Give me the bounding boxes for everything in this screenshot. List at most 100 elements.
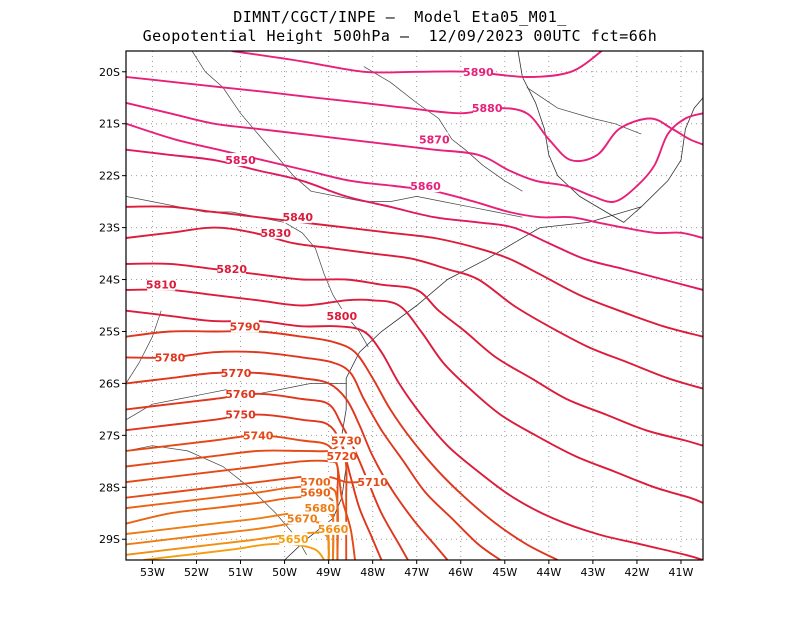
contour-label-5830: 5830 xyxy=(260,227,291,240)
contour-5710 xyxy=(126,475,360,499)
contour-label-bg xyxy=(319,521,348,535)
contour-label-bg xyxy=(226,407,255,421)
lat-tick-label: 28S xyxy=(99,481,120,494)
coastlines-and-borders xyxy=(126,51,703,560)
lat-lon-grid xyxy=(126,51,703,560)
contour-5730 xyxy=(126,444,348,560)
map-frame xyxy=(125,50,704,561)
contour-label-5730: 5730 xyxy=(331,435,362,448)
contour-label-bg xyxy=(279,532,308,546)
contour-label-5820: 5820 xyxy=(216,263,247,276)
contour-label-5750: 5750 xyxy=(225,409,256,422)
contour-label-bg xyxy=(301,485,330,499)
lat-tick-label: 24S xyxy=(99,274,120,287)
contour-label-5790: 5790 xyxy=(230,320,261,333)
contour-label-bg xyxy=(288,511,317,525)
contour-label-bg xyxy=(217,262,246,276)
lat-tick-label: 25S xyxy=(99,325,120,338)
contour-label-bg xyxy=(301,475,330,489)
contour-label-bg xyxy=(156,350,185,364)
contour-5660 xyxy=(126,531,330,560)
contour-label-bg xyxy=(358,475,387,489)
contour-label-bg xyxy=(305,501,334,515)
contour-label-5850: 5850 xyxy=(225,154,256,167)
contour-5830 xyxy=(126,226,703,390)
lat-tick-label: 26S xyxy=(99,377,120,390)
contour-5890 xyxy=(231,51,603,78)
contour-5840 xyxy=(126,205,703,338)
lon-tick-label: 47W xyxy=(404,566,429,579)
lon-tick-label: 50W xyxy=(272,566,297,579)
contour-5790 xyxy=(126,330,559,560)
contour-label-5760: 5760 xyxy=(225,388,256,401)
contour-label-5890: 5890 xyxy=(463,66,494,79)
contour-5880 xyxy=(126,76,703,163)
lon-tick-label: 41W xyxy=(669,566,694,579)
contour-5720 xyxy=(126,459,340,560)
lon-tick-label: 42W xyxy=(624,566,649,579)
contour-5870 xyxy=(126,101,703,203)
contour-label-5720: 5720 xyxy=(327,450,358,463)
lon-tick-label: 49W xyxy=(316,566,341,579)
contour-label-5860: 5860 xyxy=(410,180,441,193)
contour-label-bg xyxy=(327,308,356,322)
contour-label-bg xyxy=(226,386,255,400)
map-title-line2: Geopotential Height 500hPa – 12/09/2023 … xyxy=(142,27,658,45)
contour-label-bg xyxy=(222,366,251,380)
contour-5820 xyxy=(126,262,703,447)
state-border xyxy=(126,310,162,384)
contour-label-5740: 5740 xyxy=(243,429,274,442)
coastline xyxy=(517,51,703,223)
lon-tick-label: 43W xyxy=(580,566,605,579)
axis-ticks: 53W 52W 51W 50W 49W 48W 47W 46W 45W 44W 43W 42W 41W 2… xyxy=(99,66,694,579)
contour-label-bg xyxy=(283,210,312,224)
contour-label-bg xyxy=(226,153,255,167)
contour-label-bg xyxy=(411,179,440,193)
state-border xyxy=(191,51,523,218)
contour-label-5650: 5650 xyxy=(278,533,309,546)
contour-label-5870: 5870 xyxy=(419,133,450,146)
contour-label-bg xyxy=(420,132,449,146)
contour-label-5710: 5710 xyxy=(357,476,388,489)
contour-label-bg xyxy=(147,277,176,291)
lat-tick-label: 27S xyxy=(99,429,120,442)
contour-5750 xyxy=(126,413,383,560)
contour-label-bg xyxy=(327,449,356,463)
contour-label-5810: 5810 xyxy=(146,279,177,292)
lat-tick-label: 20S xyxy=(99,66,120,79)
contour-labels: 5890 5880 5870 5860 5850 5840 5830 5820 5810 5800… xyxy=(146,64,503,546)
contour-lines xyxy=(126,51,703,560)
contour-5780 xyxy=(126,350,501,560)
contour-5650 xyxy=(143,542,325,560)
contour-label-5840: 5840 xyxy=(282,211,313,224)
contour-label-5690: 5690 xyxy=(300,486,331,499)
lat-tick-label: 21S xyxy=(99,118,120,131)
contour-label-bg xyxy=(464,64,493,78)
lon-tick-label: 52W xyxy=(184,566,209,579)
state-border xyxy=(363,66,523,192)
contour-label-bg xyxy=(230,319,259,333)
contour-5700 xyxy=(126,484,340,560)
lon-tick-label: 51W xyxy=(228,566,253,579)
contour-label-bg xyxy=(332,433,361,447)
lat-tick-label: 29S xyxy=(99,533,120,546)
coastline xyxy=(284,206,642,560)
lon-tick-label: 48W xyxy=(360,566,385,579)
contour-5810 xyxy=(126,288,703,504)
contour-label-5770: 5770 xyxy=(221,367,252,380)
contour-label-5660: 5660 xyxy=(318,523,349,536)
lon-tick-label: 53W xyxy=(140,566,165,579)
lon-tick-label: 45W xyxy=(492,566,517,579)
contour-label-5800: 5800 xyxy=(327,310,358,323)
lon-tick-label: 46W xyxy=(448,566,473,579)
contour-5770 xyxy=(126,371,449,560)
contour-label-5670: 5670 xyxy=(287,512,318,525)
lon-tick-label: 44W xyxy=(536,566,561,579)
contour-label-5780: 5780 xyxy=(155,351,186,364)
lat-tick-label: 22S xyxy=(99,170,120,183)
contour-label-bg xyxy=(244,428,273,442)
lat-tick-label: 23S xyxy=(99,222,120,235)
contour-label-bg xyxy=(473,101,502,115)
contour-5760 xyxy=(126,392,409,560)
